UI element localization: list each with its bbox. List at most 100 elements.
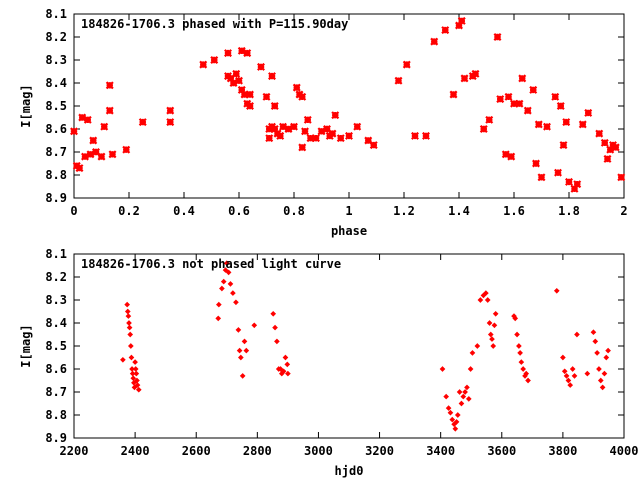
- x-tick-label: 1.2: [393, 204, 415, 218]
- y-tick-label: 8.4: [45, 316, 67, 330]
- data-point: [496, 95, 505, 104]
- data-point: [563, 373, 570, 379]
- data-point: [532, 159, 540, 168]
- data-point: [486, 320, 493, 326]
- y-tick-label: 8.7: [45, 145, 67, 159]
- x-tick-label: 0.4: [173, 204, 195, 218]
- y-tick-label: 8.1: [45, 247, 67, 261]
- data-point: [458, 400, 465, 407]
- data-point: [490, 343, 497, 349]
- data-point: [328, 129, 337, 138]
- data-point: [127, 331, 134, 338]
- data-point: [600, 138, 609, 147]
- x-tick-label: 0.8: [283, 204, 305, 218]
- y-tick-label: 8.5: [45, 339, 67, 353]
- unphased-light-curve-panel: 8.1 8.2 8.3 8.4 8.5 8.6 8.7 8.8 8.9 2200 2400 2600…: [19, 247, 638, 478]
- data-point: [554, 168, 562, 177]
- data-point: [514, 331, 520, 338]
- x-tick-label: 2: [620, 204, 627, 218]
- data-point: [270, 125, 279, 133]
- data-point: [543, 122, 551, 131]
- y-tick-label: 8.2: [45, 270, 67, 284]
- data-point: [561, 368, 568, 375]
- data-point: [529, 85, 538, 94]
- data-point: [567, 382, 574, 388]
- data-point: [603, 154, 612, 163]
- data-point: [517, 350, 523, 356]
- data-point: [239, 373, 246, 379]
- data-point: [462, 389, 468, 395]
- data-point: [268, 72, 276, 81]
- x-tick-label: 0.2: [118, 204, 140, 218]
- data-point: [453, 419, 460, 425]
- data-point: [364, 136, 373, 145]
- data-point: [243, 347, 250, 354]
- data-point: [227, 281, 234, 287]
- y-tick-label: 8.3: [45, 53, 67, 67]
- y-tick-label: 8.6: [45, 362, 67, 376]
- data-point: [132, 359, 138, 365]
- data-point: [126, 324, 133, 331]
- data-point: [284, 361, 291, 368]
- data-point: [439, 366, 446, 372]
- data-point: [128, 343, 134, 349]
- x-tick-label: 1.6: [503, 204, 525, 218]
- y-tick-label: 8.2: [45, 30, 67, 44]
- data-point: [70, 127, 78, 136]
- data-point: [584, 370, 591, 377]
- data-point: [474, 343, 481, 349]
- data-point: [570, 184, 579, 193]
- y-tick-label: 8.9: [45, 431, 67, 445]
- data-point: [262, 92, 271, 101]
- data-point: [460, 393, 467, 400]
- data-point: [284, 125, 293, 133]
- y-tick-label: 8.6: [45, 122, 67, 136]
- data-point: [134, 382, 141, 388]
- data-point: [565, 377, 572, 384]
- data-point: [331, 111, 340, 120]
- x-tick-label: 2200: [60, 444, 89, 458]
- data-point: [298, 92, 307, 101]
- data-point: [507, 152, 516, 161]
- x-tick-label: 1: [345, 204, 352, 218]
- y-axis-label: I[mag]: [19, 84, 33, 127]
- y-tick-label: 8.3: [45, 293, 67, 307]
- data-point: [512, 315, 519, 322]
- data-point: [238, 354, 244, 361]
- y-tick-label: 8.9: [45, 191, 67, 205]
- data-point: [353, 122, 362, 131]
- data-point: [97, 152, 106, 161]
- data-point: [133, 370, 140, 377]
- plot-title: 184826-1706.3 phased with P=115.90day: [81, 17, 348, 31]
- data-point: [464, 384, 470, 391]
- data-point: [523, 106, 532, 115]
- data-point: [226, 74, 235, 83]
- data-point: [81, 152, 89, 161]
- data-point: [125, 313, 132, 319]
- data-points: [120, 260, 611, 432]
- y-axis-label: I[mag]: [19, 324, 33, 367]
- y-axis-ticks: 8.1 8.2 8.3 8.4 8.5 8.6 8.7 8.8 8.9: [45, 7, 624, 205]
- data-point: [483, 290, 489, 296]
- data-point: [553, 287, 560, 294]
- data-point: [447, 409, 454, 416]
- data-point: [100, 122, 109, 131]
- x-tick-label: 1.4: [448, 204, 470, 218]
- data-point: [518, 359, 525, 365]
- y-tick-label: 8.8: [45, 408, 67, 422]
- data-point: [83, 115, 92, 124]
- data-point: [457, 16, 466, 25]
- data-point: [452, 425, 459, 432]
- data-points: [70, 16, 626, 193]
- data-point: [138, 118, 147, 127]
- data-point: [611, 143, 620, 152]
- x-tick-label: 1.8: [558, 204, 580, 218]
- data-point: [571, 373, 578, 379]
- x-tick-label: 3200: [365, 444, 394, 458]
- data-point: [323, 125, 331, 133]
- data-point: [78, 113, 87, 122]
- x-tick-label: 3400: [426, 444, 455, 458]
- data-point: [430, 37, 439, 46]
- data-point: [132, 366, 139, 372]
